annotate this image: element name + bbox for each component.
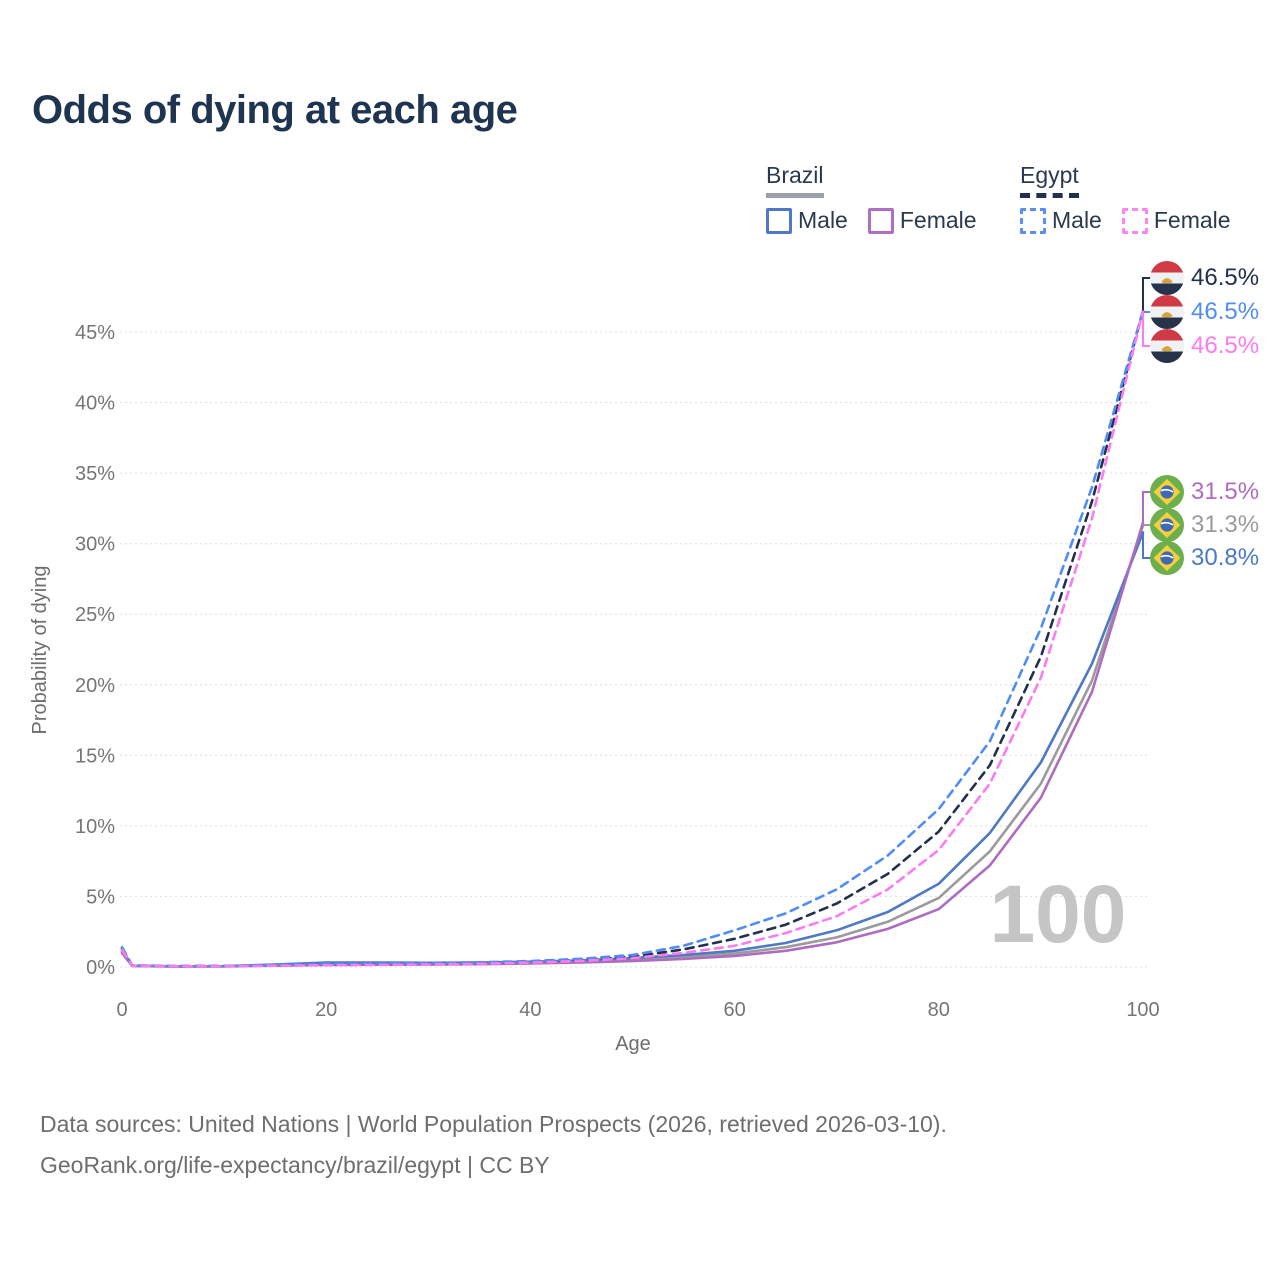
- legend-label-brazil-female[interactable]: Female: [899, 207, 977, 233]
- end-label-value: 46.5%: [1191, 298, 1260, 325]
- legend-swatch-brazil-male[interactable]: [766, 207, 792, 234]
- y-tick-label: 35%: [75, 463, 115, 485]
- legend-label-brazil-male[interactable]: Male: [798, 207, 848, 233]
- end-label-value: 31.5%: [1191, 478, 1260, 505]
- connector-egypt_female: [1142, 310, 1152, 347]
- legend-label-egypt-female[interactable]: Female: [1153, 207, 1231, 233]
- data-sources-line: Data sources: United Nations | World Pop…: [40, 1111, 947, 1137]
- end-label-egypt-male: 46.5%: [1150, 295, 1259, 329]
- connector-brazil_male: [1142, 532, 1152, 559]
- series-egypt_avg[interactable]: [120, 309, 1145, 968]
- legend-country-egypt[interactable]: Egypt: [1020, 162, 1079, 198]
- age-watermark: 100: [990, 869, 1127, 960]
- page-title: Odds of dying at each age: [32, 88, 518, 132]
- series-egypt_male[interactable]: [120, 309, 1145, 968]
- end-label-value: 31.3%: [1191, 511, 1260, 538]
- y-tick-label: 15%: [75, 745, 115, 767]
- end-label-value: 46.5%: [1191, 332, 1260, 359]
- y-tick-label: 45%: [75, 322, 115, 344]
- end-label-brazil-female: 31.5%: [1150, 475, 1259, 509]
- connector-egypt_avg: [1142, 277, 1152, 311]
- y-axis-title: Probability of dying: [29, 566, 51, 735]
- end-label-egypt-average: 46.5%: [1150, 261, 1259, 295]
- legend-swatch-brazil-female[interactable]: [867, 207, 894, 234]
- x-tick-label: 100: [1126, 999, 1159, 1021]
- x-tick-label: 0: [116, 999, 127, 1021]
- y-tick-label: 30%: [75, 534, 115, 556]
- end-label-value: 46.5%: [1191, 264, 1260, 291]
- end-label-value: 30.8%: [1191, 544, 1260, 571]
- x-axis-title: Age: [615, 1033, 651, 1055]
- y-tick-label: 40%: [75, 393, 115, 415]
- legend-country-brazil[interactable]: Brazil: [766, 162, 824, 198]
- y-tick-label: 25%: [75, 604, 115, 626]
- footer: Data sources: United Nations | World Pop…: [40, 1104, 947, 1186]
- x-tick-label: 80: [928, 999, 950, 1021]
- egypt-flag-icon: [1150, 329, 1184, 363]
- end-label-brazil-average: 31.3%: [1150, 508, 1259, 542]
- attribution-line: GeoRank.org/life-expectancy/brazil/egypt…: [40, 1152, 550, 1178]
- connector-brazil_female: [1142, 491, 1152, 523]
- legend-label-egypt-male[interactable]: Male: [1052, 207, 1102, 233]
- x-tick-label: 20: [315, 999, 337, 1021]
- series-brazil_female[interactable]: [120, 521, 1145, 968]
- y-tick-label: 5%: [86, 886, 115, 908]
- end-label-egypt-female: 46.5%: [1150, 329, 1259, 363]
- y-tick-label: 20%: [75, 675, 115, 697]
- legend-swatch-egypt-male[interactable]: [1020, 207, 1046, 234]
- end-label-brazil-male: 30.8%: [1150, 541, 1259, 575]
- y-tick-label: 0%: [86, 957, 115, 979]
- legend-group-egypt: Egypt Male Female: [1020, 162, 1245, 234]
- brazil-flag-icon: [1150, 541, 1184, 575]
- egypt-flag-icon: [1150, 261, 1184, 295]
- y-tick-label: 10%: [75, 816, 115, 838]
- x-tick-label: 40: [519, 999, 541, 1021]
- x-tick-label: 60: [723, 999, 745, 1021]
- series-egypt_female[interactable]: [120, 309, 1145, 968]
- egypt-flag-icon: [1150, 295, 1184, 329]
- brazil-flag-icon: [1150, 475, 1184, 509]
- legend-swatch-egypt-female[interactable]: [1121, 207, 1148, 234]
- brazil-flag-icon: [1150, 508, 1184, 542]
- legend-group-brazil: Brazil Male Female: [766, 162, 991, 234]
